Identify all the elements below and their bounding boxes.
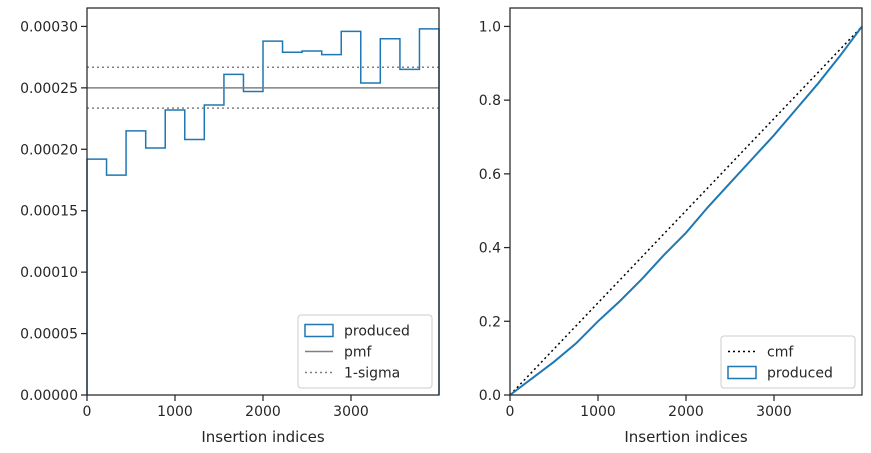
x-tick-label: 1000 (157, 404, 193, 420)
legend-label-1-sigma: 1-sigma (344, 366, 400, 382)
series-produced-cumulative (509, 25, 863, 396)
legend-box (720, 335, 856, 389)
x-tick-label: 2000 (245, 404, 281, 420)
legend: produced pmf 1-sigma (297, 314, 433, 389)
chart-panel-2: 0 1000 2000 3000 0.0 0.2 0.4 0.6 0.8 1.0 Insertion… (479, 7, 863, 446)
y-tick-label: 1.0 (479, 19, 501, 35)
x-tick-label: 1000 (580, 404, 616, 420)
y-tick-label: 0.00030 (20, 19, 78, 35)
x-tick-label: 0 (83, 404, 92, 420)
x-tick-label: 3000 (756, 404, 792, 420)
y-tick-label: 0.6 (479, 167, 501, 183)
legend-handle-produced (304, 323, 334, 338)
y-tick-label: 0.00020 (20, 142, 78, 158)
series-produced-histogram (86, 28, 440, 395)
y-tick-label: 0.2 (479, 314, 501, 330)
x-tick-label: 3000 (333, 404, 369, 420)
legend-box (297, 314, 433, 389)
legend-label-pmf: pmf (344, 345, 373, 361)
y-tick-label: 0.00010 (20, 265, 78, 281)
legend-label-produced: produced (767, 366, 833, 382)
y-tick-label: 0.00025 (20, 81, 78, 97)
x-axis-title: Insertion indices (624, 428, 747, 446)
chart-panel-1: 0 1000 2000 3000 0.00000 0.00005 0.00010 0.0001… (20, 7, 440, 446)
y-tick-label: 0.00005 (20, 327, 78, 343)
legend-label-produced: produced (344, 324, 410, 340)
x-tick-label: 2000 (668, 404, 704, 420)
x-axis-title: Insertion indices (201, 428, 324, 446)
legend-handle-produced (727, 365, 757, 380)
legend-label-cmf: cmf (767, 345, 794, 361)
y-tick-label: 0.00000 (20, 388, 78, 404)
y-tick-label: 0.4 (479, 241, 501, 257)
legend: cmf produced (720, 335, 856, 389)
plot-area (510, 8, 862, 395)
y-tick-label: 0.8 (479, 93, 501, 109)
y-tick-label: 0.0 (479, 388, 501, 404)
x-tick-label: 0 (506, 404, 515, 420)
y-tick-label: 0.00015 (20, 204, 78, 220)
